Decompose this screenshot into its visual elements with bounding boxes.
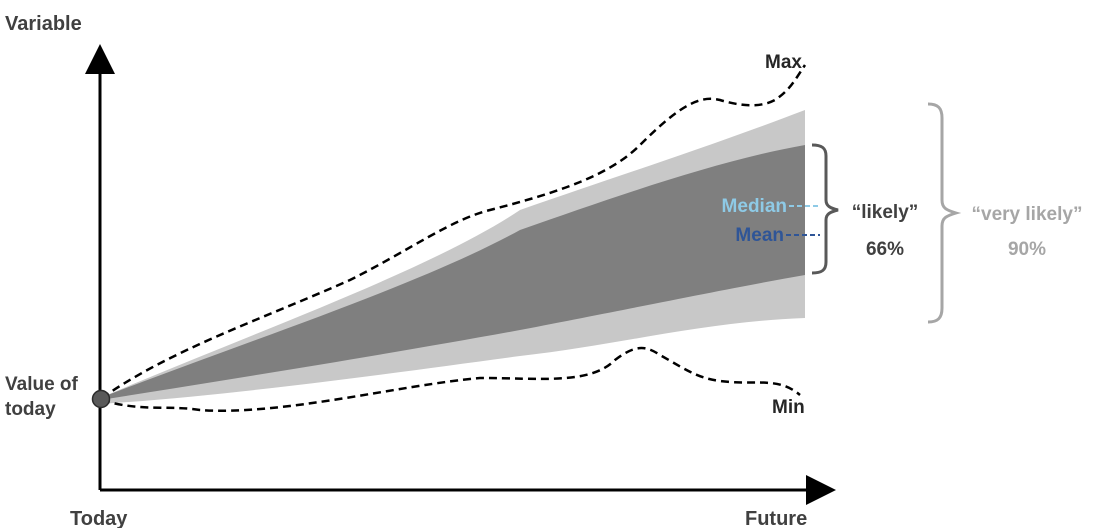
likely-brace — [811, 143, 839, 275]
origin-label-line1: Value of — [5, 374, 79, 395]
min-curve — [101, 346, 801, 412]
band-likely — [100, 145, 805, 400]
min-label: Min — [772, 397, 805, 418]
origin-label-line2: today — [5, 399, 56, 420]
value-of-today-dot — [91, 389, 111, 409]
y-axis-label: Variable — [5, 13, 82, 35]
band-very-likely — [100, 110, 805, 404]
likely-percent: 66% — [866, 239, 904, 260]
very-likely-label: “very likely” — [972, 204, 1083, 225]
very-likely-percent: 90% — [1008, 239, 1046, 260]
median-label: Median — [722, 196, 787, 217]
likely-label: “likely” — [852, 202, 919, 223]
x-axis-start-label: Today — [70, 508, 128, 528]
max-label: Max — [765, 52, 802, 73]
very-likely-brace — [927, 102, 962, 324]
max-curve — [101, 64, 807, 400]
mean-label: Mean — [735, 225, 784, 246]
x-axis-end-label: Future — [745, 508, 807, 528]
